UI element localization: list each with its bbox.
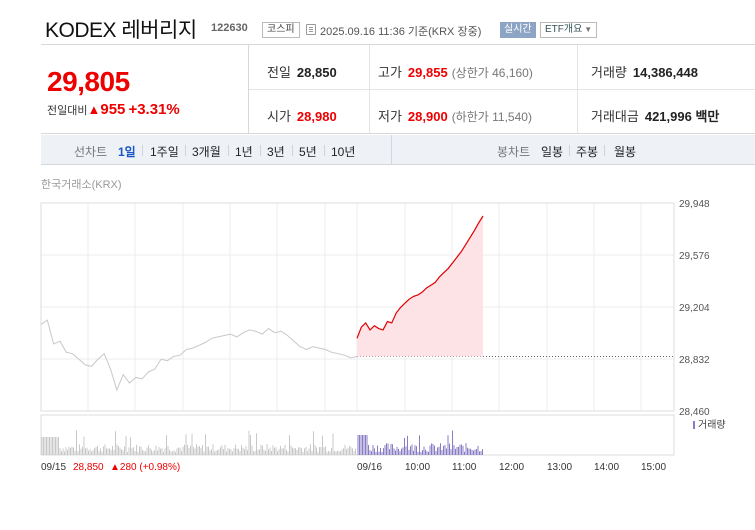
prev-change-label: ▲280 (+0.98%) bbox=[110, 462, 180, 473]
stat-value: 421,996 백만 bbox=[644, 109, 720, 124]
stat-label: 거래대금 bbox=[591, 109, 639, 124]
exchange-label: 한국거래소(KRX) bbox=[41, 179, 122, 191]
y-tick-label: 28,460 bbox=[679, 407, 710, 418]
lower-limit: (하한가 11,540) bbox=[451, 110, 532, 124]
x-tick-label: 14:00 bbox=[594, 462, 619, 473]
tab-separator bbox=[142, 145, 143, 156]
stock-name[interactable]: KODEX 레버리지 bbox=[45, 19, 197, 42]
row-divider bbox=[249, 89, 755, 90]
clock-icon bbox=[306, 24, 316, 35]
tab-daily-candle[interactable]: 일봉 bbox=[541, 145, 564, 159]
change-label: 전일대비 bbox=[47, 105, 88, 117]
chevron-down-icon: ▼ bbox=[584, 25, 593, 34]
column-divider bbox=[577, 45, 578, 133]
stock-code: 122630 bbox=[211, 22, 248, 34]
tab-1d[interactable]: 1일 bbox=[118, 145, 136, 159]
market-tag: 코스피 bbox=[262, 22, 300, 38]
today-series-line bbox=[356, 215, 484, 339]
stat-value: 28,850 bbox=[296, 65, 337, 80]
upper-limit: (상한가 46,160) bbox=[451, 66, 533, 80]
column-divider bbox=[369, 45, 370, 133]
stat-label: 저가 bbox=[378, 109, 402, 124]
stat-value: 28,980 bbox=[296, 109, 337, 124]
stat-label: 시가 bbox=[267, 109, 291, 124]
stat-value: 14,386,448 bbox=[632, 65, 698, 80]
tab-1y[interactable]: 1년 bbox=[235, 145, 253, 159]
tab-separator bbox=[260, 145, 261, 156]
tab-separator bbox=[228, 145, 229, 156]
x-tick-label: 12:00 bbox=[499, 462, 524, 473]
up-arrow-icon: ▲ bbox=[87, 102, 101, 117]
x-tick-label: 10:00 bbox=[405, 462, 430, 473]
chart-tabbar: 선차트 1일 1주일 3개월 1년 3년 5년 10년 봉차트 일봉 주봉 월봉 bbox=[41, 135, 755, 165]
stat-value: 29,855 bbox=[407, 65, 448, 80]
tab-separator bbox=[569, 145, 570, 156]
price-change: 전일대비▲955 +3.31% bbox=[47, 101, 180, 118]
etf-overview-button[interactable]: ETF개요 ▼ bbox=[540, 22, 598, 38]
tab-separator bbox=[604, 145, 605, 156]
current-price: 29,805 bbox=[47, 66, 130, 97]
stat-open: 시가 28,980 bbox=[267, 106, 337, 125]
y-tick-label: 29,576 bbox=[679, 251, 710, 262]
tab-1w[interactable]: 1주일 bbox=[150, 145, 179, 159]
x-tick-label: 09/16 bbox=[357, 462, 382, 473]
tab-3y[interactable]: 3년 bbox=[267, 145, 285, 159]
candle-chart-label: 봉차트 bbox=[497, 145, 531, 159]
realtime-tag[interactable]: 실시간 bbox=[500, 22, 536, 38]
stock-header: KODEX 레버리지 122630 코스피 2025.09.16 11:36 기… bbox=[0, 0, 755, 44]
prev-date-label: 09/15 bbox=[41, 462, 66, 473]
tab-separator bbox=[324, 145, 325, 156]
change-value: 955 bbox=[100, 101, 126, 118]
stat-volume: 거래량 14,386,448 bbox=[591, 62, 698, 81]
stat-label: 고가 bbox=[378, 65, 402, 80]
stat-label: 전일 bbox=[267, 65, 291, 80]
stat-high: 고가 29,855 (상한가 46,160) bbox=[378, 62, 533, 81]
stat-label: 거래량 bbox=[591, 65, 627, 80]
prev-close-label: 28,850 bbox=[73, 462, 104, 473]
today-area bbox=[357, 216, 483, 357]
stat-value: 28,900 bbox=[407, 109, 448, 124]
line-chart-label: 선차트 bbox=[74, 145, 108, 159]
prev-day-series-line bbox=[40, 319, 358, 392]
y-tick-label: 29,204 bbox=[679, 303, 710, 314]
tab-10y[interactable]: 10년 bbox=[331, 145, 356, 159]
y-tick-label: 29,948 bbox=[679, 199, 710, 210]
datetime-text: 2025.09.16 11:36 기준(KRX 장중) bbox=[320, 26, 482, 38]
x-tick-label: 11:00 bbox=[452, 462, 477, 473]
tab-3m[interactable]: 3개월 bbox=[192, 145, 221, 159]
stat-low: 저가 28,900 (하한가 11,540) bbox=[378, 106, 532, 125]
volume-legend-label: 거래량 bbox=[698, 419, 726, 431]
plot-frame bbox=[40, 202, 675, 412]
tab-divider bbox=[391, 135, 392, 165]
current-price-box: 29,805 전일대비▲955 +3.31% bbox=[41, 45, 249, 133]
y-tick-label: 28,832 bbox=[679, 355, 710, 366]
tab-monthly-candle[interactable]: 월봉 bbox=[614, 145, 637, 159]
tab-separator bbox=[185, 145, 186, 156]
tab-5y[interactable]: 5년 bbox=[299, 145, 317, 159]
tab-weekly-candle[interactable]: 주봉 bbox=[576, 145, 599, 159]
volume-legend-swatch bbox=[693, 421, 695, 429]
price-summary: 29,805 전일대비▲955 +3.31% 전일 28,850 시가 28,980… bbox=[41, 44, 755, 134]
change-percent: +3.31% bbox=[128, 101, 180, 118]
x-tick-label: 13:00 bbox=[547, 462, 572, 473]
stat-prev-close: 전일 28,850 bbox=[267, 62, 337, 81]
etf-overview-label: ETF개요 bbox=[545, 24, 583, 35]
tab-separator bbox=[292, 145, 293, 156]
x-tick-label: 15:00 bbox=[641, 462, 666, 473]
stat-amount: 거래대금 421,996 백만 bbox=[591, 106, 719, 125]
